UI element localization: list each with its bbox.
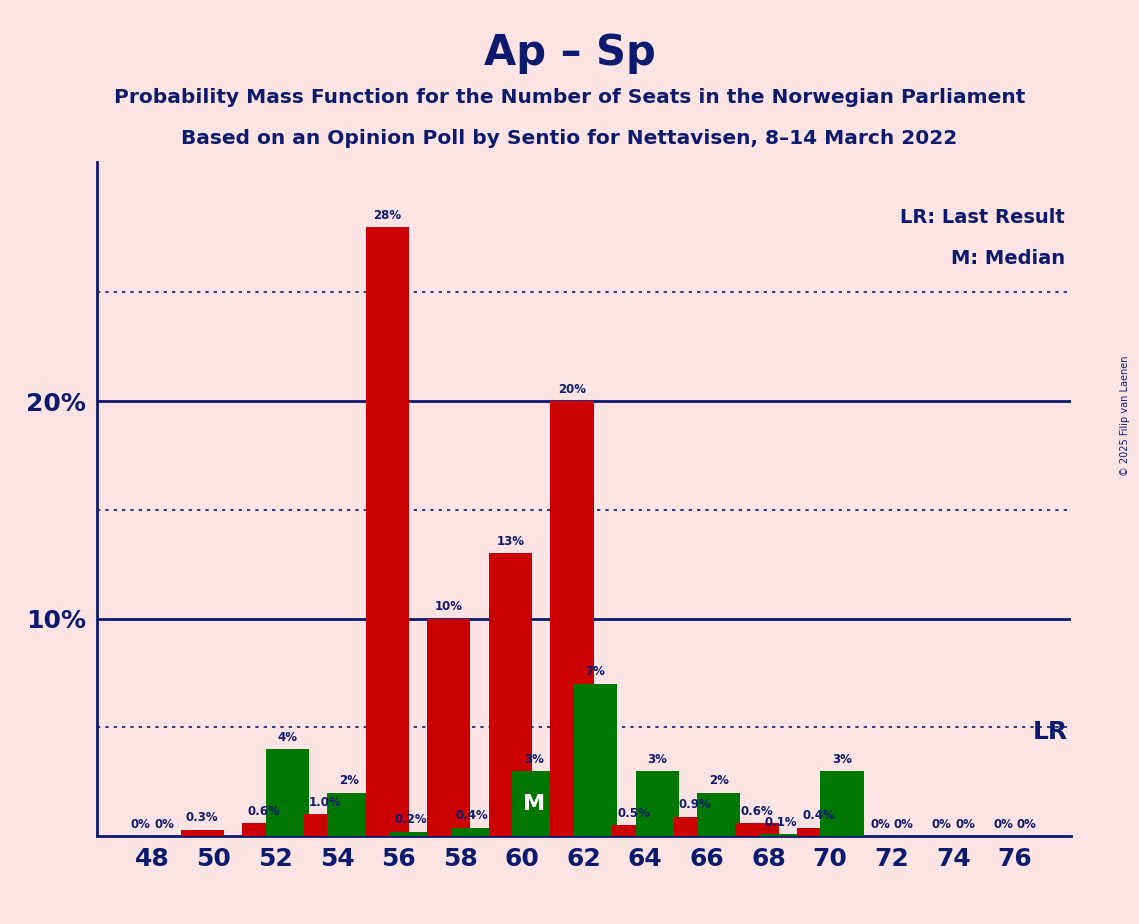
Text: 0%: 0% (993, 818, 1014, 831)
Text: 0.6%: 0.6% (247, 805, 280, 818)
Bar (797, 828, 841, 836)
Bar (243, 823, 286, 836)
Bar (550, 401, 593, 836)
Bar (820, 771, 863, 836)
Text: 0%: 0% (131, 818, 150, 831)
Text: LR: LR (1032, 720, 1067, 744)
Text: 0.4%: 0.4% (802, 809, 835, 822)
Text: 0%: 0% (956, 818, 975, 831)
Bar (265, 749, 309, 836)
Bar (327, 793, 370, 836)
Bar (636, 771, 679, 836)
Text: 0%: 0% (870, 818, 891, 831)
Bar (612, 825, 655, 836)
Text: M: Median: M: Median (951, 249, 1065, 269)
Bar (697, 793, 740, 836)
Text: 0.1%: 0.1% (764, 816, 796, 829)
Text: 20%: 20% (558, 383, 587, 395)
Bar (451, 828, 493, 836)
Text: 0%: 0% (1017, 818, 1036, 831)
Bar (759, 834, 802, 836)
Text: 0.5%: 0.5% (617, 807, 650, 820)
Text: © 2025 Filip van Laenen: © 2025 Filip van Laenen (1120, 356, 1130, 476)
Text: 0%: 0% (894, 818, 913, 831)
Text: LR: Last Result: LR: Last Result (900, 208, 1065, 227)
Text: 3%: 3% (647, 752, 667, 765)
Bar (366, 227, 409, 836)
Bar (304, 814, 347, 836)
Text: 4%: 4% (277, 731, 297, 744)
Bar (574, 684, 617, 836)
Text: 2%: 2% (708, 774, 729, 787)
Text: Ap – Sp: Ap – Sp (484, 32, 655, 74)
Text: Probability Mass Function for the Number of Seats in the Norwegian Parliament: Probability Mass Function for the Number… (114, 88, 1025, 107)
Text: M: M (523, 794, 544, 813)
Text: 0.6%: 0.6% (740, 805, 773, 818)
Text: 3%: 3% (524, 752, 543, 765)
Bar (674, 817, 716, 836)
Text: 0.4%: 0.4% (456, 809, 489, 822)
Text: 0.2%: 0.2% (394, 813, 427, 826)
Text: 0%: 0% (932, 818, 952, 831)
Bar (427, 619, 470, 836)
Bar (181, 830, 223, 836)
Text: 2%: 2% (339, 774, 359, 787)
Text: 1.0%: 1.0% (309, 796, 342, 809)
Bar (513, 771, 556, 836)
Text: 28%: 28% (374, 209, 401, 222)
Text: 3%: 3% (833, 752, 852, 765)
Text: 0.3%: 0.3% (186, 811, 219, 824)
Bar (489, 553, 532, 836)
Bar (736, 823, 778, 836)
Text: 10%: 10% (435, 601, 462, 614)
Bar (388, 832, 432, 836)
Text: Based on an Opinion Poll by Sentio for Nettavisen, 8–14 March 2022: Based on an Opinion Poll by Sentio for N… (181, 129, 958, 149)
Text: 0%: 0% (154, 818, 174, 831)
Text: 13%: 13% (497, 535, 524, 548)
Text: 0.9%: 0.9% (679, 798, 712, 811)
Text: 7%: 7% (585, 665, 606, 678)
